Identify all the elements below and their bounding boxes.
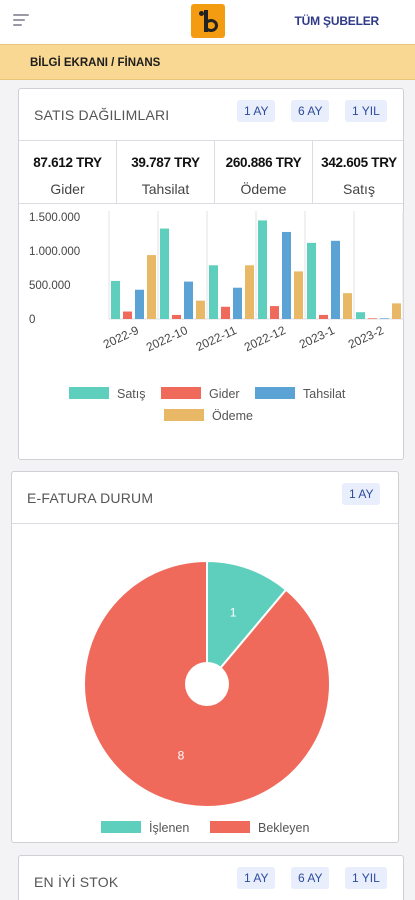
- legend-swatch: [161, 387, 201, 399]
- bar-tahsilat: [135, 289, 144, 319]
- sales-card-title: SATIS DAĞILIMLARI: [34, 107, 170, 123]
- period-6ay-button[interactable]: 6 AY: [291, 867, 330, 889]
- sales-card: SATIS DAĞILIMLARI 1 AY 6 AY 1 YIL 87.612…: [18, 88, 404, 460]
- efatura-card-header: E-FATURA DURUM 1 AY: [12, 472, 398, 524]
- bar-gider: [368, 318, 377, 319]
- stat-gider: 87.612 TRY Gider: [19, 141, 117, 203]
- legend-swatch: [164, 409, 204, 421]
- legend-swatch: [255, 387, 295, 399]
- bar-gider: [319, 314, 328, 319]
- efatura-card-title: E-FATURA DURUM: [27, 490, 154, 506]
- bar-ödeme: [392, 303, 401, 319]
- stat-value: 260.886 TRY: [225, 155, 302, 170]
- bar-tahsilat: [331, 240, 340, 319]
- stat-value: 342.605 TRY: [321, 155, 397, 170]
- stat-label: Tahsilat: [141, 181, 190, 197]
- bar-tahsilat: [282, 231, 291, 319]
- x-tick-label: 2022-10: [144, 323, 190, 354]
- bar-satış: [111, 280, 120, 319]
- top-bar: TÜM ŞUBELER: [0, 0, 415, 44]
- bar-ödeme: [196, 300, 205, 319]
- efatura-pie-chart: 1 8 İşlenen Bekleyen: [83, 559, 331, 835]
- x-tick-label: 2023-2: [346, 323, 386, 352]
- bar-satış: [209, 265, 218, 319]
- stat-tahsilat: 39.787 TRY Tahsilat: [117, 141, 215, 203]
- bar-gider: [221, 306, 230, 319]
- bar-ödeme: [343, 293, 352, 319]
- bar-ödeme: [245, 265, 254, 319]
- sales-card-header: SATIS DAĞILIMLARI 1 AY 6 AY 1 YIL: [19, 89, 403, 141]
- x-tick-label: 2022-9: [101, 323, 141, 352]
- bar-gider: [172, 314, 181, 319]
- period-1ay-button[interactable]: 1 AY: [342, 483, 381, 505]
- stock-card-title: EN İYİ STOK: [34, 874, 119, 890]
- pie-value-label: 8: [178, 749, 185, 763]
- period-6ay-button[interactable]: 6 AY: [291, 100, 330, 122]
- period-1ay-button[interactable]: 1 AY: [237, 100, 276, 122]
- breadcrumb: BİLGİ EKRANI / FİNANS: [0, 44, 415, 80]
- period-1yil-button[interactable]: 1 YIL: [345, 100, 387, 122]
- bar-gider: [270, 306, 279, 319]
- legend-swatch: [210, 821, 250, 833]
- stat-label: Satış: [343, 181, 375, 197]
- bar-satış: [258, 220, 267, 319]
- stock-card: EN İYİ STOK 1 AY 6 AY 1 YIL: [18, 855, 404, 900]
- bar-ödeme: [294, 271, 303, 319]
- bar-satış: [160, 228, 169, 319]
- legend-label: Tahsilat: [303, 387, 346, 401]
- branch-selector[interactable]: TÜM ŞUBELER: [294, 14, 380, 28]
- x-tick-label: 2023-1: [297, 323, 337, 352]
- stat-value: 87.612 TRY: [33, 155, 102, 170]
- bar-satış: [307, 242, 316, 319]
- pie-value-label: 1: [230, 605, 237, 619]
- stat-label: Gider: [50, 181, 85, 197]
- x-tick-label: 2022-11: [194, 323, 239, 354]
- stat-satis: 342.605 TRY Satış: [313, 141, 405, 203]
- bar-satış: [356, 312, 365, 319]
- legend-swatch: [69, 387, 109, 399]
- menu-icon[interactable]: [13, 14, 31, 28]
- legend-label: Satış: [117, 387, 146, 401]
- bar-gider: [123, 311, 132, 319]
- period-1ay-button[interactable]: 1 AY: [237, 867, 276, 889]
- bar-tahsilat: [233, 287, 242, 319]
- legend-label: Ödeme: [212, 409, 253, 423]
- stat-label: Ödeme: [240, 181, 287, 197]
- legend-label: Gider: [209, 387, 240, 401]
- y-tick-label: 500.000: [29, 280, 71, 292]
- bar-ödeme: [147, 255, 156, 319]
- legend-label: İşlenen: [149, 821, 189, 835]
- brand-logo: [191, 4, 225, 38]
- legend-label: Bekleyen: [258, 821, 309, 835]
- bar-tahsilat: [380, 318, 389, 319]
- bar-tahsilat: [184, 281, 193, 319]
- efatura-card: E-FATURA DURUM 1 AY 1 8 İşlenen Bekleyen: [11, 471, 399, 843]
- divider: [19, 203, 403, 204]
- pie-slice-i̇şlenen: [206, 559, 288, 687]
- y-tick-label: 1.500.000: [29, 212, 80, 224]
- pie-center-hole: [185, 662, 229, 706]
- breadcrumb-text: BİLGİ EKRANI / FİNANS: [30, 57, 161, 69]
- stock-card-header: EN İYİ STOK 1 AY 6 AY 1 YIL: [19, 856, 403, 900]
- stat-value: 39.787 TRY: [131, 155, 200, 170]
- stat-odeme: 260.886 TRY Ödeme: [215, 141, 313, 203]
- y-tick-label: 0: [29, 314, 35, 326]
- x-tick-label: 2022-12: [242, 323, 288, 354]
- legend-swatch: [101, 821, 141, 833]
- period-1yil-button[interactable]: 1 YIL: [345, 867, 387, 889]
- y-tick-label: 1.000.000: [29, 246, 80, 258]
